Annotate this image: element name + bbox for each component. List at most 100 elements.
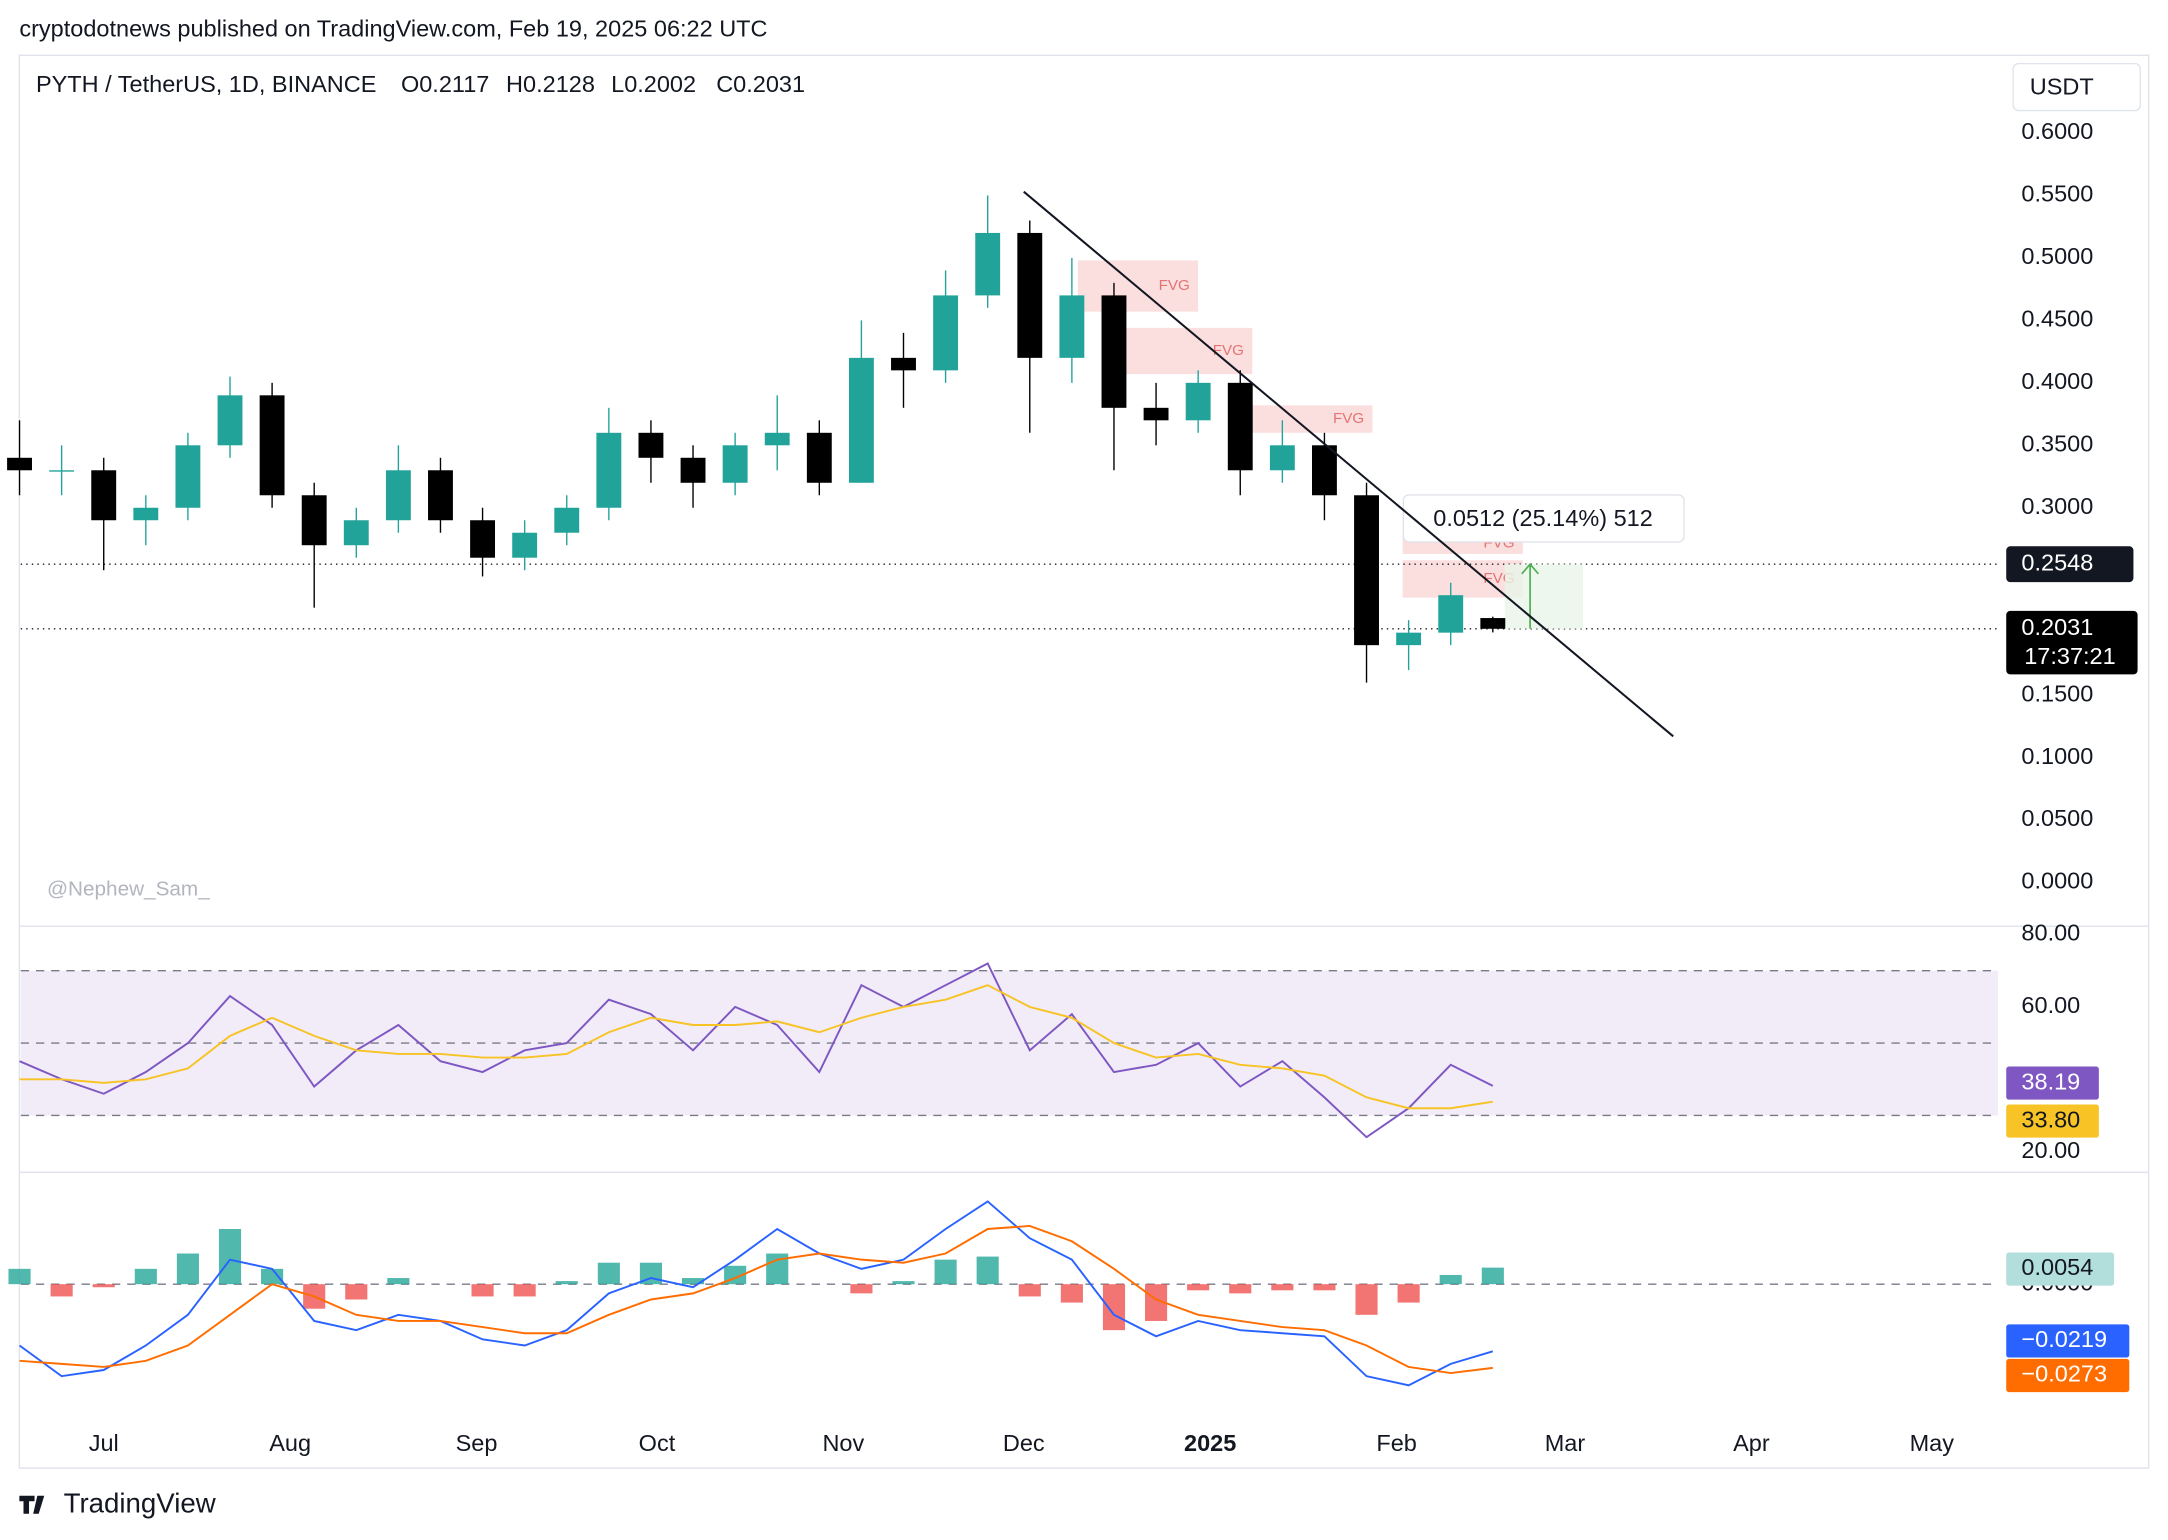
candle-body bbox=[217, 395, 243, 446]
macd-line bbox=[18, 1200, 1494, 1387]
macd-histogram-bar bbox=[976, 1256, 999, 1285]
y-tick-label: 20.00 bbox=[2021, 1137, 2080, 1163]
candle-body bbox=[1269, 445, 1295, 471]
candle-body bbox=[259, 395, 285, 496]
measure-box bbox=[1504, 564, 1584, 629]
y-tick-label: 0.4000 bbox=[2021, 368, 2093, 394]
macd-histogram-bar bbox=[92, 1284, 115, 1288]
x-tick-label: May bbox=[1910, 1430, 1955, 1456]
macd-histogram-bar bbox=[176, 1253, 199, 1285]
macd-histogram-bar bbox=[934, 1259, 957, 1285]
macd-value-box bbox=[2006, 1324, 2130, 1358]
macd-value-box bbox=[2006, 1358, 2130, 1393]
ohlc-label: L0.2002 bbox=[611, 71, 696, 97]
candle-body bbox=[385, 470, 411, 521]
x-tick-label: Apr bbox=[1733, 1430, 1770, 1456]
macd-histogram-bar bbox=[1481, 1267, 1504, 1285]
x-tick-label: Mar bbox=[1545, 1430, 1586, 1456]
macd-histogram-bar bbox=[850, 1284, 873, 1294]
fvg-label: FVG bbox=[1333, 410, 1364, 427]
rsi-value-label: 33.80 bbox=[2021, 1106, 2080, 1132]
macd-histogram-bar bbox=[1355, 1284, 1378, 1315]
ohlc-label: O0.2117 bbox=[401, 71, 489, 97]
ohlc-label: C0.2031 bbox=[716, 71, 805, 97]
macd-histogram-bar bbox=[1313, 1284, 1336, 1291]
fvg-label: FVG bbox=[1159, 277, 1190, 294]
candle-body bbox=[49, 470, 75, 472]
candle-body bbox=[891, 357, 916, 371]
macd-line bbox=[19, 1224, 1493, 1375]
rsi-value-box bbox=[2006, 1104, 2099, 1138]
x-tick-label: Dec bbox=[1003, 1430, 1045, 1456]
candle-body bbox=[1017, 232, 1043, 358]
fvg-zone bbox=[1077, 260, 1199, 312]
candle-body bbox=[933, 295, 959, 371]
candle-body bbox=[470, 520, 496, 558]
x-tick-label: Sep bbox=[456, 1430, 498, 1456]
rsi-value-label: 38.19 bbox=[2021, 1068, 2080, 1094]
x-tick-label: 2025 bbox=[1184, 1430, 1236, 1456]
macd-histogram-bar bbox=[50, 1284, 73, 1297]
fvg-label: FVG bbox=[1213, 342, 1244, 359]
candle-body bbox=[596, 432, 622, 508]
candle-body bbox=[175, 445, 201, 508]
currency-box[interactable] bbox=[2012, 62, 2142, 112]
last-price-label: 0.2031 bbox=[2021, 614, 2093, 640]
candle-body bbox=[680, 457, 706, 483]
candle-body bbox=[428, 470, 453, 521]
rsi-value-box bbox=[2006, 1066, 2099, 1100]
macd-histogram-bar bbox=[261, 1268, 284, 1285]
macd-hist-label: 0.0054 bbox=[2021, 1254, 2093, 1280]
y-tick-label: 0.1500 bbox=[2021, 680, 2093, 706]
candle-body bbox=[1396, 632, 1422, 646]
header: cryptodotnews published on TradingView.c… bbox=[19, 16, 767, 42]
measure-label-box bbox=[1402, 494, 1685, 543]
symbol-title: PYTH / TetherUS, 1D, BINANCE bbox=[36, 71, 376, 97]
last-price-box bbox=[2006, 610, 2138, 675]
macd-histogram-bar bbox=[1187, 1284, 1210, 1291]
y-tick-label: 0.3000 bbox=[2021, 493, 2093, 519]
macd-value-label: −0.0219 bbox=[2021, 1326, 2107, 1352]
x-tick-label: Feb bbox=[1376, 1430, 1417, 1456]
candle-body bbox=[301, 495, 327, 546]
macd-histogram-bar bbox=[471, 1284, 494, 1297]
x-tick-label: Oct bbox=[639, 1430, 676, 1456]
candle-body bbox=[638, 432, 664, 458]
y-tick-label: 80.00 bbox=[2021, 920, 2080, 946]
watermark: @Nephew_Sam_ bbox=[47, 878, 210, 901]
candle-body bbox=[1438, 595, 1464, 633]
macd-histogram-bar bbox=[681, 1278, 705, 1285]
candle-body bbox=[7, 457, 32, 471]
macd-histogram-bar bbox=[1397, 1284, 1420, 1303]
macd-histogram-bar bbox=[1145, 1284, 1168, 1321]
macd-histogram-bar bbox=[513, 1284, 536, 1297]
candle-body bbox=[1227, 382, 1253, 471]
fvg-zone bbox=[1252, 405, 1373, 433]
candle-body bbox=[512, 532, 538, 558]
candle-body bbox=[554, 507, 580, 533]
y-tick-label: 0.3500 bbox=[2021, 430, 2093, 456]
y-tick-label: 0.4500 bbox=[2021, 306, 2093, 332]
candle-body bbox=[133, 507, 159, 521]
y-tick-label: 0.0000 bbox=[2021, 868, 2093, 894]
macd-histogram-bar bbox=[597, 1262, 620, 1285]
tv-logo bbox=[19, 1495, 45, 1514]
y-tick-label: 60.00 bbox=[2021, 992, 2080, 1018]
candle-body bbox=[764, 432, 790, 446]
price-line-label: 0.2548 bbox=[2021, 549, 2093, 575]
candle-body bbox=[343, 520, 369, 546]
candle-body bbox=[1059, 295, 1085, 358]
x-tick-label: Jul bbox=[89, 1430, 119, 1456]
macd-histogram-bar bbox=[218, 1228, 242, 1285]
candle-body bbox=[1185, 382, 1211, 421]
countdown: 17:37:21 bbox=[2024, 643, 2115, 669]
trendline bbox=[1023, 190, 1674, 738]
brand: TradingView bbox=[64, 1488, 217, 1519]
macd-hist-box bbox=[2006, 1252, 2115, 1286]
macd-histogram-bar bbox=[134, 1268, 157, 1285]
macd-histogram-bar bbox=[1271, 1284, 1294, 1291]
macd-histogram-bar bbox=[555, 1281, 578, 1285]
macd-histogram-bar bbox=[8, 1268, 31, 1285]
